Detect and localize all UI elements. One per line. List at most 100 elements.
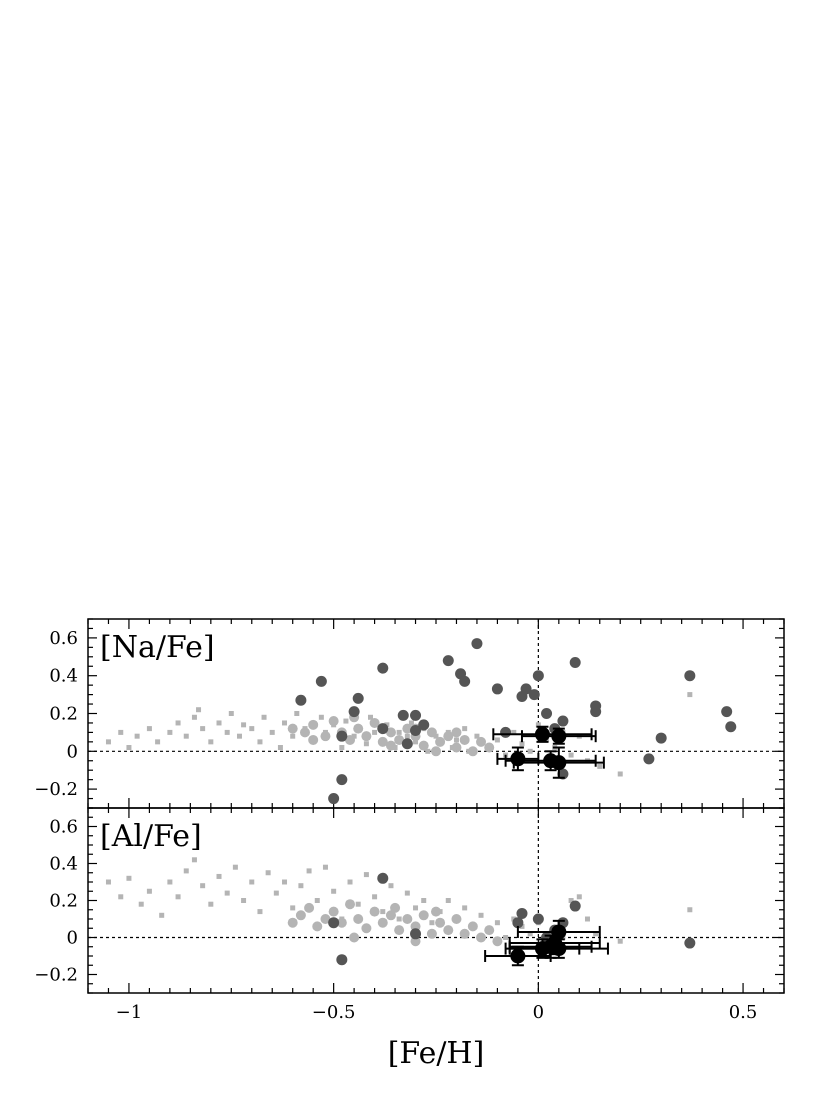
data-point-light-circle: [467, 746, 478, 757]
data-point-light-circle: [443, 925, 454, 936]
data-point-black-circle: [551, 941, 567, 957]
data-point-black-circle: [551, 728, 567, 744]
data-point-dark-circle: [643, 753, 655, 765]
data-point-light-square: [363, 741, 369, 747]
data-point-light-square: [290, 733, 296, 739]
data-point-light-square: [413, 905, 419, 911]
data-point-light-square: [191, 857, 197, 863]
data-point-light-square: [511, 916, 517, 922]
x-tick-label: 0: [533, 1002, 544, 1023]
data-point-dark-circle: [377, 723, 389, 735]
data-point-dark-circle: [336, 730, 348, 742]
data-point-dark-circle: [401, 738, 413, 750]
data-point-dark-circle: [352, 692, 364, 704]
data-point-light-square: [597, 763, 603, 769]
data-point-dark-circle: [410, 928, 422, 940]
data-point-light-square: [196, 707, 202, 713]
y-tick-label: 0.2: [49, 891, 78, 912]
y-tick-label: −0.2: [34, 779, 78, 800]
data-point-light-circle: [443, 731, 454, 742]
data-point-dark-circle: [500, 726, 512, 738]
data-point-light-circle: [328, 906, 339, 917]
data-point-dark-circle: [410, 709, 422, 721]
data-point-light-square: [535, 722, 541, 728]
data-point-light-square: [224, 729, 230, 735]
data-point-dark-circle: [377, 872, 389, 884]
data-point-dark-circle: [491, 683, 503, 695]
data-point-light-circle: [435, 736, 446, 747]
data-point-dark-circle: [410, 725, 422, 737]
data-point-light-square: [183, 868, 189, 874]
data-point-light-circle: [308, 719, 319, 730]
data-point-light-circle: [402, 723, 413, 734]
data-point-light-square: [273, 890, 279, 896]
data-point-light-square: [568, 752, 574, 758]
data-point-light-circle: [418, 740, 429, 751]
data-point-light-square: [318, 714, 324, 720]
y-tick-label: 0.4: [49, 854, 78, 875]
data-point-light-square: [462, 726, 468, 732]
data-point-light-square: [519, 741, 525, 747]
data-point-light-circle: [459, 734, 470, 745]
data-point-light-circle: [377, 736, 388, 747]
data-point-light-square: [118, 729, 124, 735]
data-point-light-circle: [320, 914, 331, 924]
data-point-light-square: [511, 729, 517, 735]
data-point-dark-circle: [516, 907, 528, 919]
data-point-light-square: [183, 733, 189, 739]
data-point-light-square: [118, 894, 124, 900]
data-point-light-circle: [353, 723, 364, 734]
data-point-light-square: [167, 879, 173, 885]
data-point-light-square: [433, 733, 439, 739]
data-point-light-circle: [287, 723, 298, 734]
y-tick-label: 0: [67, 741, 78, 762]
data-point-light-square: [257, 909, 263, 915]
panel-label: [Al/Fe]: [100, 819, 202, 854]
data-point-light-square: [249, 726, 255, 732]
data-point-light-circle: [431, 746, 441, 757]
data-point-light-square: [175, 894, 181, 900]
data-point-light-circle: [410, 936, 421, 947]
data-point-light-square: [339, 745, 345, 751]
data-point-light-square: [224, 890, 230, 896]
data-point-light-circle: [435, 917, 446, 928]
data-point-light-square: [208, 739, 214, 745]
data-point-light-circle: [377, 917, 388, 928]
data-point-light-square: [453, 737, 459, 743]
data-point-light-square: [396, 916, 402, 922]
data-point-light-square: [474, 733, 480, 739]
data-point-light-square: [617, 771, 623, 777]
data-point-light-square: [105, 739, 111, 745]
data-point-light-square: [200, 883, 206, 889]
data-point-dark-circle: [725, 721, 737, 733]
data-point-light-circle: [361, 923, 372, 934]
data-point-dark-circle: [655, 732, 667, 744]
data-point-light-circle: [451, 727, 462, 738]
data-point-dark-circle: [569, 900, 581, 912]
data-point-light-square: [421, 898, 427, 903]
data-point-light-square: [261, 714, 267, 720]
data-point-dark-circle: [336, 954, 348, 966]
data-point-dark-circle: [532, 670, 544, 682]
data-point-dark-circle: [442, 655, 454, 667]
data-point-light-circle: [353, 914, 364, 924]
data-point-light-square: [298, 883, 304, 889]
data-point-light-square: [228, 711, 234, 716]
data-point-black-circle: [534, 726, 550, 742]
data-point-light-circle: [426, 928, 437, 939]
data-point-light-square: [105, 879, 111, 885]
data-point-light-square: [380, 909, 386, 915]
x-tick-label: −1: [116, 1002, 143, 1023]
data-point-light-circle: [385, 910, 396, 921]
data-point-light-square: [216, 873, 222, 879]
data-point-light-circle: [426, 727, 437, 738]
data-point-light-circle: [336, 917, 347, 928]
data-point-light-square: [155, 739, 161, 745]
data-point-light-square: [257, 739, 263, 745]
data-point-light-square: [617, 938, 623, 944]
data-point-light-square: [372, 894, 378, 900]
data-point-light-circle: [328, 716, 339, 727]
data-point-dark-circle: [512, 917, 524, 929]
data-point-light-square: [396, 729, 402, 735]
data-point-light-circle: [369, 906, 380, 917]
